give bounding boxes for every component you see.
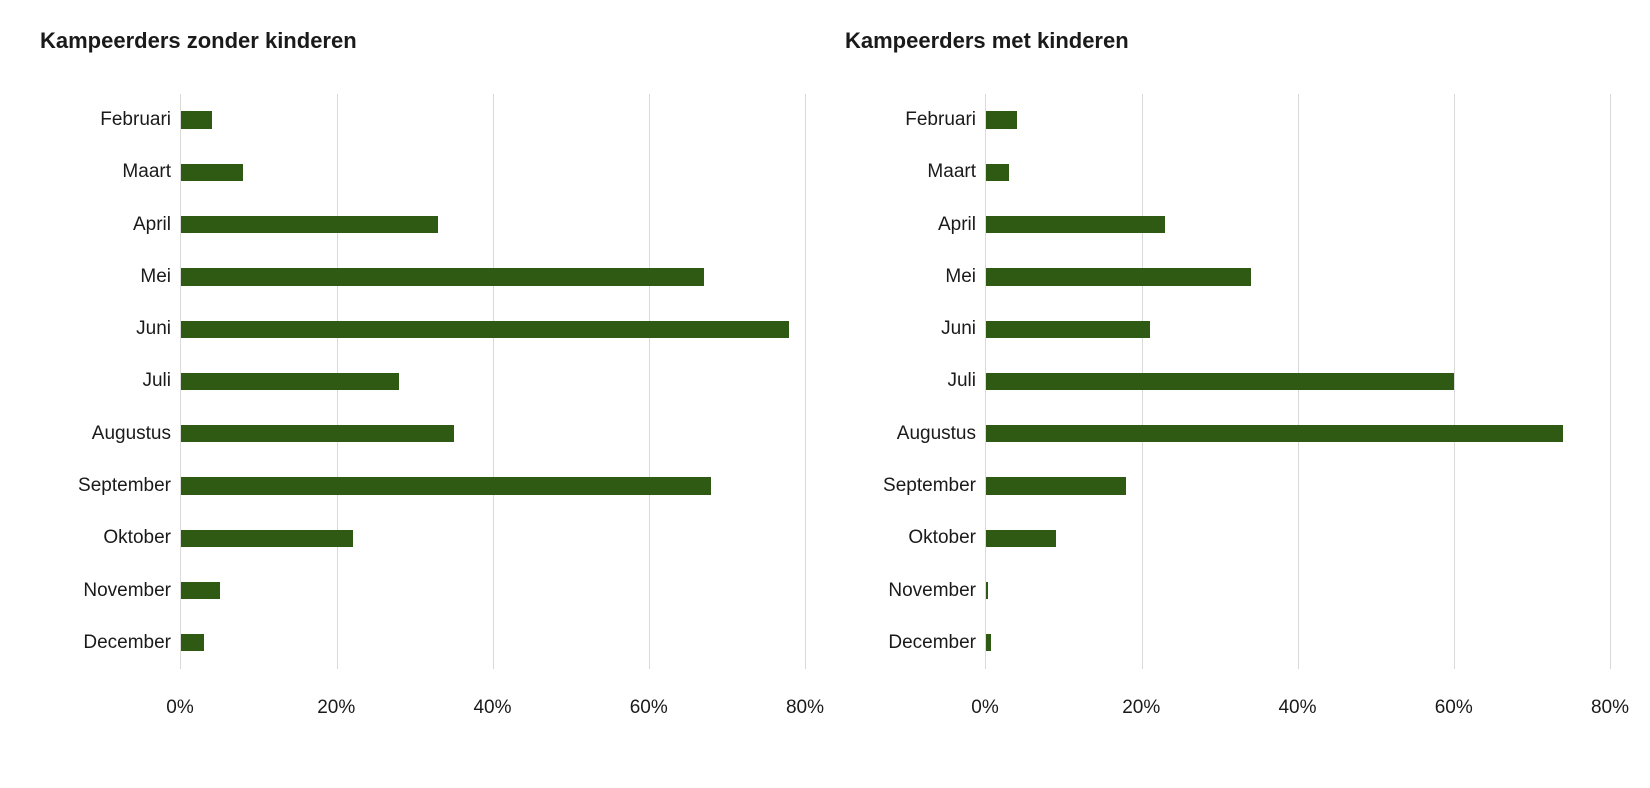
- bar: [986, 216, 1165, 233]
- x-tick-label: 60%: [630, 697, 668, 719]
- bar: [986, 530, 1056, 547]
- panel-title: Kampeerders zonder kinderen: [40, 28, 805, 54]
- bar: [986, 425, 1563, 442]
- bar: [986, 477, 1126, 494]
- category-label: Augustus: [846, 423, 986, 445]
- bar: [181, 164, 243, 181]
- x-tick-label: 20%: [1122, 697, 1160, 719]
- bar-row: Maart: [181, 158, 805, 186]
- bar: [986, 373, 1454, 390]
- bar: [986, 634, 991, 651]
- bar-row: Juli: [986, 367, 1610, 395]
- bar: [181, 582, 220, 599]
- bar-row: Oktober: [986, 524, 1610, 552]
- category-label: Juli: [41, 370, 181, 392]
- category-label: Juni: [846, 318, 986, 340]
- category-label: Augustus: [41, 423, 181, 445]
- bar: [181, 477, 711, 494]
- bar-row: Juni: [181, 315, 805, 343]
- category-label: April: [846, 214, 986, 236]
- x-tick-label: 40%: [473, 697, 511, 719]
- bar-row: April: [181, 211, 805, 239]
- bar-row: November: [986, 577, 1610, 605]
- x-tick-label: 0%: [971, 697, 998, 719]
- bar-chart: Februari Maart April Mei Juni Juli Augustus Sep…: [40, 94, 805, 669]
- gridline: [805, 94, 806, 669]
- bar: [986, 582, 988, 599]
- x-tick-label: 0%: [166, 697, 193, 719]
- bar-row: December: [986, 629, 1610, 657]
- chart-panel-met: Kampeerders met kinderen Februari Maart Apr…: [845, 28, 1610, 788]
- category-label: April: [41, 214, 181, 236]
- category-label: Februari: [41, 109, 181, 131]
- x-tick-label: 80%: [1591, 697, 1629, 719]
- bar-row: November: [181, 577, 805, 605]
- bar: [181, 634, 204, 651]
- bar-row: Maart: [986, 158, 1610, 186]
- panel-title: Kampeerders met kinderen: [845, 28, 1610, 54]
- bar: [181, 425, 454, 442]
- bar-row: Augustus: [986, 420, 1610, 448]
- bar-row: Mei: [181, 263, 805, 291]
- bar: [181, 321, 789, 338]
- category-label: Maart: [41, 161, 181, 183]
- category-label: Februari: [846, 109, 986, 131]
- bar-row: Juli: [181, 367, 805, 395]
- chart-panel-zonder: Kampeerders zonder kinderen Februari Maart…: [40, 28, 805, 788]
- category-label: Maart: [846, 161, 986, 183]
- x-tick-label: 60%: [1435, 697, 1473, 719]
- category-label: Mei: [846, 266, 986, 288]
- bar: [986, 268, 1251, 285]
- category-label: December: [41, 632, 181, 654]
- bar-row: September: [181, 472, 805, 500]
- x-axis: 0%20%40%60%80%: [985, 697, 1610, 721]
- x-tick-label: 40%: [1278, 697, 1316, 719]
- category-label: November: [846, 580, 986, 602]
- x-axis: 0%20%40%60%80%: [180, 697, 805, 721]
- category-label: September: [846, 475, 986, 497]
- category-label: September: [41, 475, 181, 497]
- bar-row: December: [181, 629, 805, 657]
- bar-row: April: [986, 211, 1610, 239]
- category-label: Juli: [846, 370, 986, 392]
- bar-row: Februari: [986, 106, 1610, 134]
- category-label: Juni: [41, 318, 181, 340]
- gridline: [1610, 94, 1611, 669]
- x-tick-label: 20%: [317, 697, 355, 719]
- bar-row: Juni: [986, 315, 1610, 343]
- bar-row: Februari: [181, 106, 805, 134]
- x-tick-label: 80%: [786, 697, 824, 719]
- bar-row: Mei: [986, 263, 1610, 291]
- bar: [986, 111, 1017, 128]
- bar-row: Augustus: [181, 420, 805, 448]
- category-label: Mei: [41, 266, 181, 288]
- bar: [181, 373, 399, 390]
- bar: [181, 216, 438, 233]
- category-label: December: [846, 632, 986, 654]
- bar: [986, 321, 1150, 338]
- bar-row: Oktober: [181, 524, 805, 552]
- category-label: Oktober: [846, 527, 986, 549]
- bar: [181, 268, 704, 285]
- category-label: Oktober: [41, 527, 181, 549]
- bar: [181, 530, 353, 547]
- bar: [181, 111, 212, 128]
- bar-chart: Februari Maart April Mei Juni Juli Augustus Sep…: [845, 94, 1610, 669]
- category-label: November: [41, 580, 181, 602]
- bar-row: September: [986, 472, 1610, 500]
- bar: [986, 164, 1009, 181]
